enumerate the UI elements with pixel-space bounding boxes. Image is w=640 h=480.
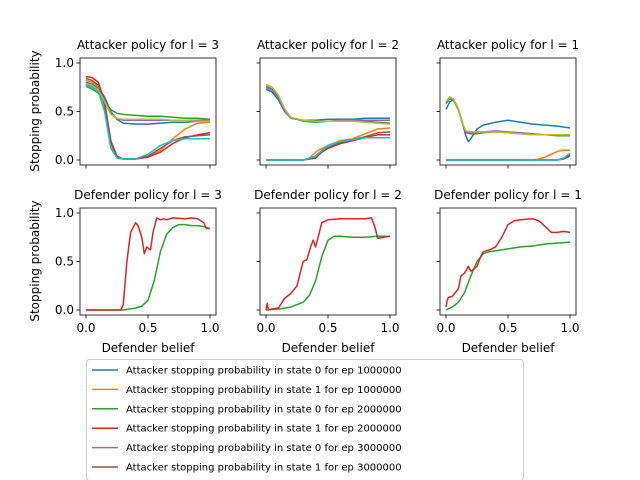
x-tick-label: 0.5 — [498, 321, 517, 335]
y-tick-label: 0.0 — [55, 303, 74, 317]
subplot-title: Attacker policy for l = 3 — [77, 38, 219, 52]
series-line-2 — [86, 217, 210, 311]
series-line-1 — [265, 235, 390, 311]
legend: Attacker stopping probability in state 0… — [86, 359, 524, 480]
x-axis-label-middle: Defender belief — [282, 341, 376, 355]
x-tick-label: 1.0 — [200, 321, 219, 335]
y-tick-label: 0.0 — [55, 153, 74, 167]
subplot-4: Defender policy for l = 3 0.0 0.5 1.0 0.0 0.5… — [55, 188, 222, 335]
legend-entry: Attacker stopping probability in state 0… — [126, 366, 402, 377]
subplot-6: Defender policy for l = 1 0.0 0.5 1.0 — [434, 188, 582, 335]
x-tick-label: 1.0 — [560, 321, 579, 335]
series-line-8 — [266, 136, 390, 161]
x-tick-label: 0.5 — [318, 321, 337, 335]
legend-entry: Attacker stopping probability in state 0… — [126, 404, 402, 415]
y-tick-label: 1.0 — [55, 206, 74, 220]
subplot-title: Defender policy for l = 2 — [254, 188, 402, 202]
y-axis-label-top: Stopping probability — [28, 50, 42, 171]
x-tick-label: 0.5 — [138, 321, 157, 335]
series-line-8 — [446, 152, 571, 161]
subplot-title: Attacker policy for l = 1 — [437, 38, 579, 52]
series-line-7 — [85, 82, 210, 122]
legend-entry: Attacker stopping probability in state 0… — [126, 443, 402, 454]
legend-entry: Attacker stopping probability in state 1… — [126, 463, 402, 474]
series-line-1 — [265, 88, 390, 121]
x-tick-label: 0.0 — [256, 321, 275, 335]
y-tick-label: 0.5 — [55, 105, 74, 119]
y-axis-label-bottom: Stopping probability — [28, 200, 42, 321]
subplot-5: Defender policy for l = 2 0.0 0.5 1.0 — [254, 188, 402, 335]
series-line-2 — [445, 218, 571, 308]
series-line-1 — [445, 241, 571, 311]
x-axis-label-right: Defender belief — [462, 341, 556, 355]
legend-entry: Attacker stopping probability in state 1… — [126, 424, 402, 435]
legend-box — [86, 359, 524, 480]
subplot-title: Attacker policy for l = 2 — [257, 38, 399, 52]
subplot-title: Defender policy for l = 1 — [434, 188, 582, 202]
series-line-7 — [445, 96, 570, 136]
subplot-3: Attacker policy for l = 1 — [436, 38, 579, 169]
series-line-8 — [85, 84, 210, 160]
x-tick-label: 0.0 — [76, 321, 95, 335]
x-tick-label: 1.0 — [380, 321, 399, 335]
series-line-2 — [265, 217, 391, 311]
subplot-title: Defender policy for l = 3 — [74, 188, 222, 202]
y-tick-label: 0.5 — [55, 255, 74, 269]
subplot-2: Attacker policy for l = 2 — [256, 38, 399, 169]
series-line-7 — [265, 83, 391, 125]
x-tick-label: 0.0 — [436, 321, 455, 335]
x-axis-label-left: Defender belief — [102, 341, 196, 355]
subplot-1: Attacker policy for l = 3 0.0 0.5 1.0 — [55, 38, 219, 169]
legend-entry: Attacker stopping probability in state 1… — [126, 385, 402, 396]
y-tick-label: 1.0 — [55, 56, 74, 70]
